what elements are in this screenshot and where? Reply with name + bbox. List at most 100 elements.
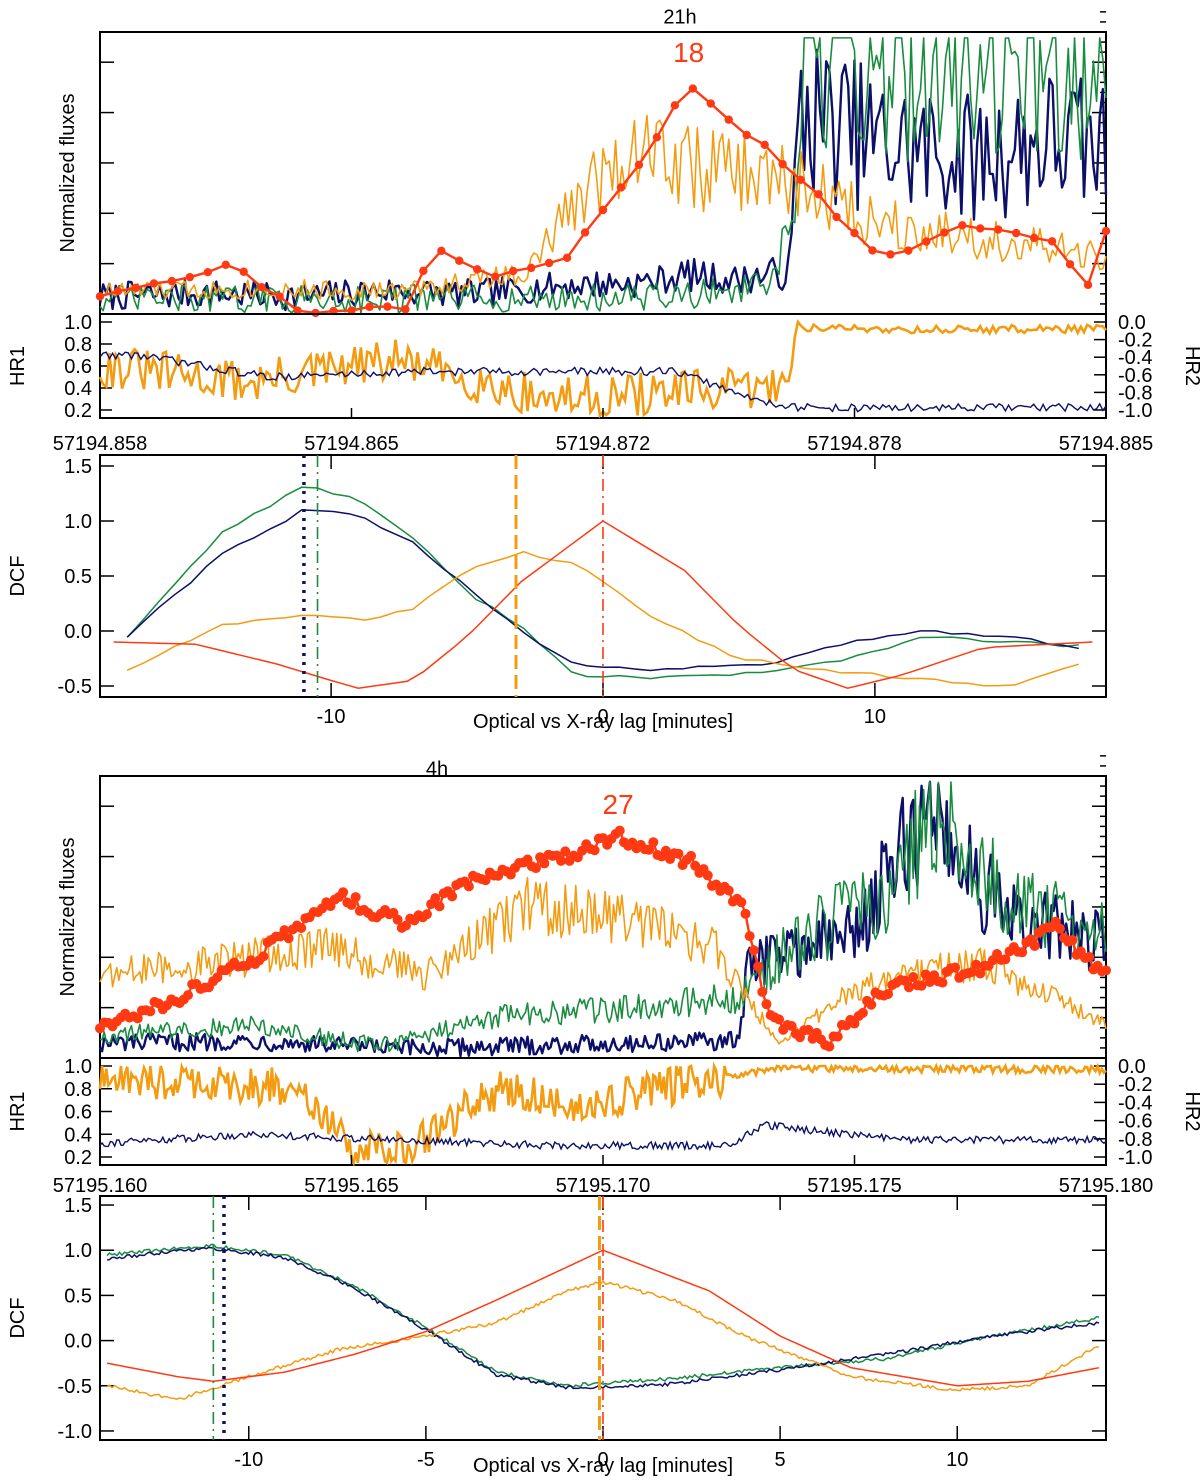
hr1-tick-label: 0.2 xyxy=(64,1147,92,1169)
flux-marker-red xyxy=(778,159,787,169)
flux-marker-red xyxy=(644,844,655,855)
flux-marker-red xyxy=(530,863,541,874)
flux-marker-red xyxy=(1067,935,1078,946)
dcf-xlabel: Optical vs X-ray lag [minutes] xyxy=(473,711,733,733)
flux-marker-red xyxy=(526,263,536,273)
flux-marker-red xyxy=(1083,280,1093,290)
flux-marker-red xyxy=(437,246,446,256)
flux-panel: Normalized fluxes 27 xyxy=(57,755,1111,1059)
flux-marker-red xyxy=(338,887,349,898)
flux-marker-red xyxy=(562,253,572,263)
flux-marker-red xyxy=(392,914,403,925)
flux-marker-red xyxy=(774,1014,785,1025)
hr1-tick-label: 0.4 xyxy=(64,378,92,400)
flux-marker-red xyxy=(203,268,212,277)
hr1-tick-label: 1.0 xyxy=(64,1056,92,1078)
flux-marker-red xyxy=(1101,226,1111,236)
flux-marker-red xyxy=(311,308,320,318)
flux-marker-red xyxy=(221,260,230,270)
flux-marker-red xyxy=(1065,260,1075,269)
hr1-tick-label: 1.0 xyxy=(64,312,92,334)
flux-marker-red xyxy=(803,1024,814,1035)
hr1-tick-label: 0.8 xyxy=(64,1079,92,1101)
flux-marker-red xyxy=(275,292,284,301)
flux-panel: Normalized fluxes 18 xyxy=(57,11,1111,318)
flux-marker-red xyxy=(614,825,625,836)
hr2-tick-label: -0.6 xyxy=(1118,365,1152,387)
flux-marker-red xyxy=(447,891,458,902)
hr2-tick-label: -0.4 xyxy=(1118,347,1152,369)
flux-marker-red xyxy=(1000,954,1011,965)
flux-marker-red xyxy=(421,909,432,920)
flux-marker-red xyxy=(185,272,195,282)
flux-marker-red xyxy=(580,228,590,237)
dcf-ytick-label: 0.5 xyxy=(64,566,92,588)
flux-marker-red xyxy=(257,283,266,292)
flux-marker-red xyxy=(652,133,662,142)
dcf-series-orange xyxy=(106,1279,1099,1401)
flux-marker-red xyxy=(796,175,805,185)
flux-marker-red xyxy=(1017,947,1028,958)
peak-label: 18 xyxy=(673,37,704,68)
flux-marker-red xyxy=(736,897,747,908)
hr2-tick-label: -1.0 xyxy=(1118,1147,1152,1169)
flux-marker-red xyxy=(283,933,294,944)
flux-marker-red xyxy=(1029,233,1039,243)
chart-title: 4h xyxy=(426,758,448,780)
flux-marker-red xyxy=(757,986,768,997)
flux-marker-red xyxy=(886,250,895,259)
time-tick-label: 57195.180 xyxy=(1059,1175,1154,1197)
time-tick-label: 57195.175 xyxy=(807,1175,902,1197)
flux-marker-red xyxy=(950,962,961,973)
hr2-tick-label: -0.6 xyxy=(1118,1111,1152,1133)
flux-marker-red xyxy=(463,881,474,892)
dcf-series-green xyxy=(106,1243,1100,1389)
dcf-xtick-label: -10 xyxy=(234,1449,263,1471)
flux-marker-red xyxy=(753,961,764,972)
flux-marker-red xyxy=(419,266,428,276)
time-tick-label: 57194.878 xyxy=(807,433,902,455)
flux-marker-red xyxy=(473,265,482,274)
flux-marker-red xyxy=(145,1006,156,1017)
flux-series-navy xyxy=(98,48,1108,312)
flux-marker-red xyxy=(849,1018,860,1029)
hr-panel: 1.00.80.60.40.2 0.0-0.2-0.4-0.6-0.8-1.0 HR… xyxy=(7,1056,1200,1197)
flux-marker-red xyxy=(702,870,713,881)
flux-series-green xyxy=(99,37,1107,315)
dcf-ytick-label: 1.5 xyxy=(64,1195,92,1217)
flux-marker-red xyxy=(544,258,554,268)
flux-marker-red xyxy=(212,972,223,983)
hr1-tick-label: 0.8 xyxy=(64,334,92,356)
hr1-tick-label: 0.2 xyxy=(64,400,92,422)
flux-marker-red xyxy=(832,1031,843,1042)
dcf-panel: -1.0 -0.5 0.0 0.5 1.0 1.5 -10 -5 0 5 10 DCF Optical … xyxy=(7,1195,1107,1477)
dcf-xtick-label: -10 xyxy=(317,706,346,728)
flux-marker-red xyxy=(508,266,518,276)
flux-ylabel: Normalized fluxes xyxy=(57,94,79,253)
flux-marker-red xyxy=(922,237,931,246)
chart-title: 21h xyxy=(663,6,696,28)
flux-marker-red xyxy=(857,1007,868,1018)
hr2-tick-label: -0.8 xyxy=(1118,1129,1152,1151)
flux-series-orange xyxy=(99,876,1107,1045)
flux-marker-red xyxy=(994,225,1003,234)
flux-marker-red xyxy=(1084,951,1095,962)
flux-marker-red xyxy=(937,977,948,988)
dcf-ytick-label: -0.5 xyxy=(58,676,92,698)
hr1-tick-label: 0.6 xyxy=(64,356,92,378)
dcf-xtick-label: 0 xyxy=(597,1449,608,1471)
dcf-ytick-label: 1.5 xyxy=(64,456,92,478)
flux-marker-red xyxy=(786,1021,797,1032)
flux-marker-red xyxy=(1047,237,1057,246)
flux-marker-red xyxy=(966,967,977,978)
flux-marker-red xyxy=(634,160,644,170)
hr1-tick-label: 0.6 xyxy=(64,1102,92,1124)
dcf-xlabel: Optical vs X-ray lag [minutes] xyxy=(473,1455,733,1477)
flux-marker-red xyxy=(95,292,105,301)
flux-marker-red xyxy=(589,845,600,856)
flux-marker-red xyxy=(920,969,931,980)
hr2-tick-label: -0.2 xyxy=(1118,330,1152,352)
flux-series-green xyxy=(99,781,1107,1053)
